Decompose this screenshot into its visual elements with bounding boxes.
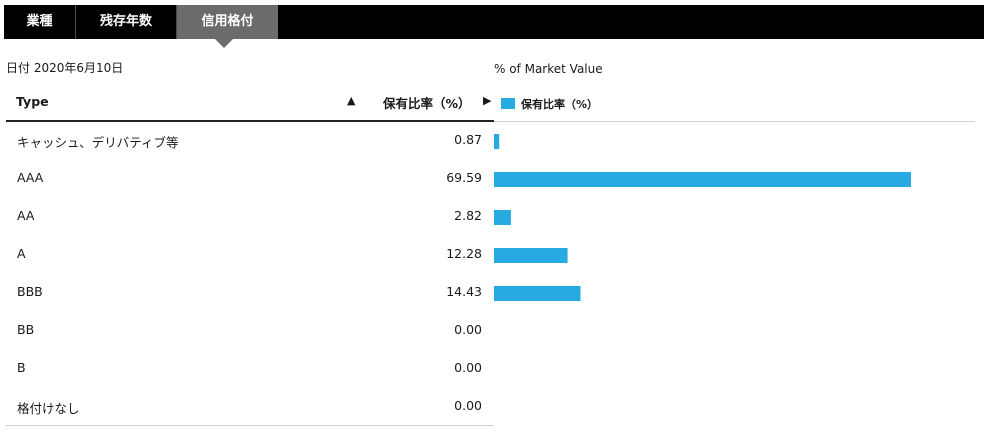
column-header-type: Type [16,94,49,109]
table-row: 格付けなし 0.00 [6,388,494,426]
row-label: AA [17,208,35,223]
row-value: 14.43 [446,284,482,299]
tab-credit-rating[interactable]: 信用格付 [177,5,278,39]
row-value: 12.28 [446,246,482,261]
tab-bar: 業種 残存年数 信用格付 [4,5,984,39]
table-header: Type ▲ 保有比率（%） ▶ [6,88,494,122]
bar-3 [494,248,568,263]
row-value: 0.00 [454,360,482,375]
row-label: A [17,246,26,261]
chart-caption: % of Market Value [494,62,603,76]
row-value: 69.59 [446,170,482,185]
legend-label: 保有比率（%） [521,98,599,111]
row-label: キャッシュ、デリバティブ等 [17,135,179,150]
row-value: 0.00 [454,322,482,337]
row-label: BB [17,322,35,337]
chart-top-divider [494,121,975,122]
bar-0 [494,134,500,149]
table-row: BB 0.00 [6,312,494,350]
row-label: B [17,360,26,375]
table-row: B 0.00 [6,350,494,388]
column-header-holding-ratio[interactable]: 保有比率（%） [383,96,471,111]
tab-remaining-years[interactable]: 残存年数 [76,5,177,39]
table-bottom-divider [6,425,494,426]
row-value: 0.00 [454,398,482,413]
table-row: AA 2.82 [6,198,494,236]
row-label: AAA [17,170,44,185]
tab-industry[interactable]: 業種 [4,5,76,39]
holdings-table: キャッシュ、デリバティブ等 0.87 AAA 69.59 AA 2.82 A 1… [6,122,494,426]
play-arrow-icon[interactable]: ▶ [483,94,492,107]
table-row: キャッシュ、デリバティブ等 0.87 [6,122,494,160]
row-value: 2.82 [454,208,482,223]
table-row: A 12.28 [6,236,494,274]
as-of-date: 日付 2020年6月10日 [6,61,124,75]
active-tab-pointer-icon [215,39,233,48]
chart-legend: 保有比率（%） [501,96,598,112]
table-row: AAA 69.59 [6,160,494,198]
table-row: BBB 14.43 [6,274,494,312]
sort-ascending-icon[interactable]: ▲ [347,94,356,107]
row-label: BBB [17,284,43,299]
bar-1 [494,172,911,187]
bar-2 [494,210,511,225]
row-value: 0.87 [454,132,482,147]
row-label: 格付けなし [17,401,80,416]
legend-swatch [501,98,515,109]
bar-4 [494,286,581,301]
